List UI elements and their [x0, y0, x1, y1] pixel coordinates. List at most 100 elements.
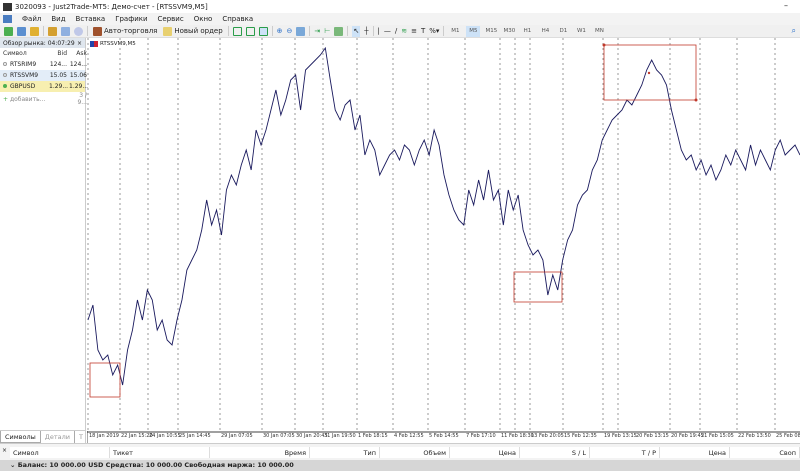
chart-symbol: RTSSVM9,M5 [100, 41, 136, 47]
text-label-icon[interactable]: ≡ [411, 27, 417, 35]
timeframe-d1[interactable]: D1 [559, 27, 568, 34]
tile-windows-icon[interactable] [296, 26, 306, 36]
x-tick-label: 22 Jan 15:20 [121, 433, 153, 439]
ask: 15.06 [69, 72, 87, 79]
market-row[interactable]: GBPUSD 1.29... 1.29... [0, 81, 88, 92]
menu-file[interactable]: Файл [22, 15, 42, 23]
timeframe-m5[interactable]: M5 [466, 25, 481, 37]
timeframe-h1[interactable]: H1 [523, 27, 532, 34]
app-logo [3, 2, 12, 11]
close-icon[interactable]: × [76, 39, 82, 47]
vertical-line-icon[interactable]: | [377, 27, 380, 35]
chart-menu-icon[interactable] [3, 15, 12, 23]
x-tick-label: 22 Feb 13:50 [738, 433, 771, 439]
tab-details[interactable]: Детали [41, 431, 75, 443]
new-chart-icon[interactable] [4, 26, 13, 36]
timeframe-m1[interactable]: M1 [451, 27, 460, 34]
line-chart-icon[interactable] [258, 26, 268, 36]
market-row[interactable]: RTSSVM9 15.05 15.06 [0, 70, 87, 81]
x-tick-label: 18 Jan 2019 [89, 433, 119, 439]
new-order-icon [163, 26, 173, 36]
column-volume[interactable]: Объем [380, 447, 450, 458]
tab-symbols[interactable]: Символы [0, 431, 41, 443]
close-icon[interactable]: × [2, 447, 8, 454]
menu-view[interactable]: Вид [51, 15, 66, 23]
autotrading-button[interactable]: Авто-торговля [92, 26, 158, 37]
symbol-flag-icon [90, 41, 98, 47]
horizontal-line-icon[interactable]: — [383, 27, 391, 35]
column-sl[interactable]: S / L [520, 447, 590, 458]
new-order-button[interactable]: Новый ордер [162, 26, 223, 37]
column-symbol[interactable]: Символ [10, 447, 110, 458]
x-tick-label: 29 Jan 07:05 [221, 433, 253, 439]
x-tick-label: 19 Feb 13:15 [604, 433, 637, 439]
crosshair-icon[interactable]: ┼ [364, 27, 369, 35]
column-type[interactable]: Тип [310, 447, 380, 458]
autoscroll-icon[interactable]: ⊢ [324, 27, 331, 35]
text-icon[interactable]: T [420, 27, 426, 35]
toolbox-panel: × Символ Тикет Время Тип Объем Цена S / … [0, 443, 800, 471]
market-watch-icon[interactable] [30, 26, 39, 36]
shapes-dropdown-icon[interactable]: %▾ [429, 27, 440, 35]
price-chart[interactable] [87, 38, 800, 443]
search-icon[interactable]: ⌕ [791, 26, 796, 35]
profiles-icon[interactable] [17, 26, 26, 36]
menu-help[interactable]: Справка [222, 15, 254, 23]
chart-shift-icon[interactable]: ⇥ [314, 27, 321, 35]
cursor-icon[interactable]: ↖ [352, 25, 361, 37]
zoom-in-icon[interactable]: ⊕ [276, 27, 283, 35]
separator [227, 26, 229, 36]
timeframe-m15[interactable]: M15 [485, 27, 498, 34]
market-row[interactable]: RTSRIM9 124... 124... [0, 59, 87, 70]
chart-window[interactable]: RTSSVM9,M5 18 Jan 2019 22 Jan 15:20 24 Jan… [87, 38, 800, 443]
column-swap[interactable]: Своп [730, 447, 800, 458]
minimize-button[interactable]: – [784, 1, 788, 10]
menu-insert[interactable]: Вставка [75, 15, 106, 23]
trade-table-header: Символ Тикет Время Тип Объем Цена S / L … [10, 447, 800, 458]
candlestick-icon[interactable] [245, 26, 255, 36]
annotation-rectangle [603, 44, 697, 101]
x-tick-label: 30 Jan 20:45 [296, 433, 328, 439]
fibonacci-icon[interactable]: ≋ [401, 27, 408, 35]
column-symbol[interactable]: Символ [3, 50, 27, 57]
balance-row: ⌄ Баланс: 10 000.00 USD Средства: 10 000… [0, 460, 800, 471]
market-watch-tabs: Символы Детали Т [0, 430, 88, 443]
x-tick-label: 1 Feb 18:15 [358, 433, 388, 439]
x-tick-label: 5 Feb 14:55 [429, 433, 459, 439]
zoom-out-icon[interactable]: ⊖ [286, 27, 293, 35]
menu-window[interactable]: Окно [193, 15, 213, 23]
ask: 1.29... [69, 83, 89, 90]
column-current-price[interactable]: Цена [660, 447, 730, 458]
trendline-icon[interactable]: / [394, 27, 398, 35]
signals-icon[interactable] [74, 26, 83, 36]
separator [271, 26, 273, 36]
column-ticket[interactable]: Тикет [110, 447, 210, 458]
x-tick-label: 15 Feb 12:35 [564, 433, 597, 439]
add-symbol-row[interactable]: + добавить... 3 / 9... [0, 92, 87, 106]
timeframe-w1[interactable]: W1 [576, 27, 586, 34]
annotation-rectangle [89, 362, 121, 398]
bar-chart-icon[interactable] [232, 26, 242, 36]
column-price[interactable]: Цена [450, 447, 520, 458]
symbol: RTSRIM9 [10, 61, 37, 68]
symbol-count: 3 / 9... [77, 92, 87, 106]
timeframe-h4[interactable]: H4 [541, 27, 550, 34]
timeframe-m30[interactable]: M30 [503, 27, 516, 34]
tab-ticks[interactable]: Т [75, 431, 88, 443]
templates-icon[interactable] [334, 26, 344, 36]
menu-tools[interactable]: Сервис [157, 15, 184, 23]
column-time[interactable]: Время [210, 447, 310, 458]
timeframe-mn[interactable]: MN [594, 27, 604, 34]
column-bid[interactable]: Bid [57, 50, 67, 57]
x-tick-label: 31 Jan 19:50 [324, 433, 356, 439]
menu-charts[interactable]: Графики [115, 15, 148, 23]
column-tp[interactable]: T / P [590, 447, 660, 458]
bid: 15.05 [49, 72, 67, 79]
column-ask[interactable]: Ask [76, 50, 87, 57]
separator [309, 26, 311, 36]
navigator-icon[interactable] [61, 26, 70, 36]
ask: 124... [69, 61, 87, 68]
market-watch-header: Символ Bid Ask [0, 48, 87, 59]
chart-title: RTSSVM9,M5 [90, 41, 136, 47]
data-window-icon[interactable] [48, 26, 57, 36]
